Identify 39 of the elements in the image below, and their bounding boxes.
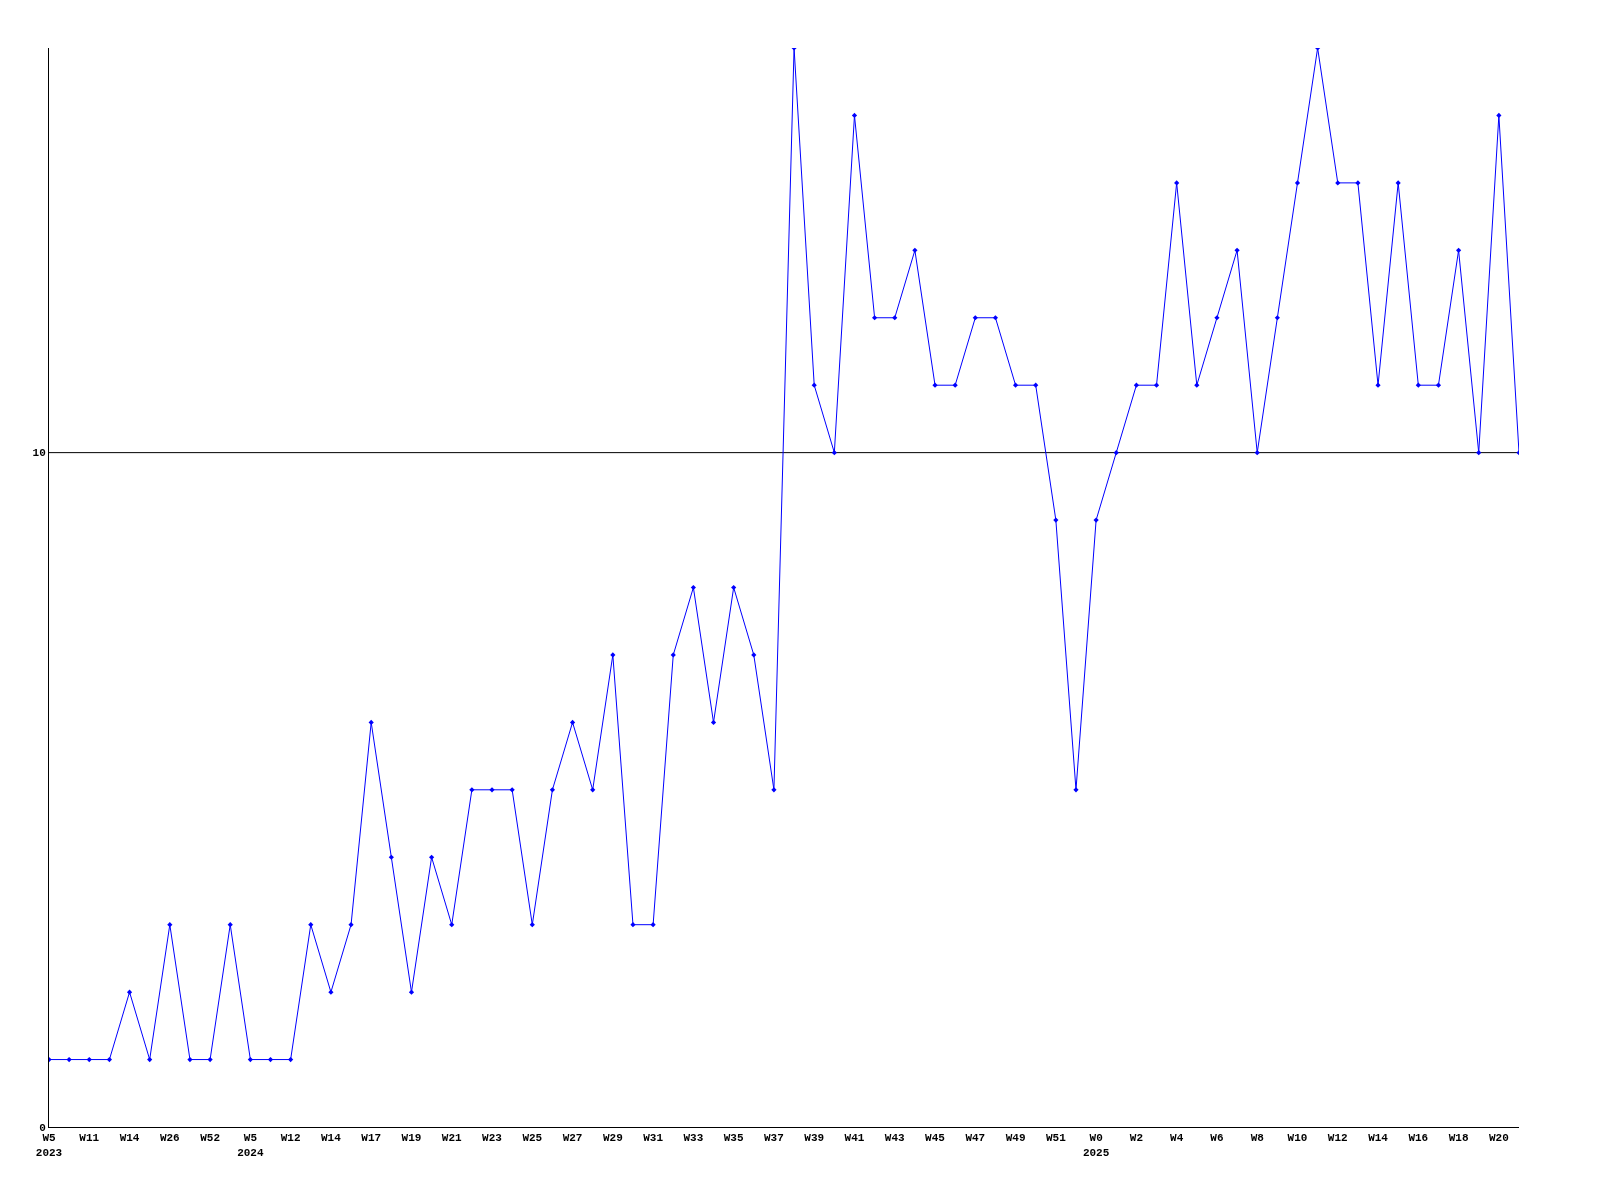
x-tick-label: W5 2024 xyxy=(237,1132,264,1159)
x-tick-label: W14 xyxy=(1368,1132,1389,1145)
x-tick-label: W14 xyxy=(119,1132,140,1145)
x-tick-label: W49 xyxy=(1005,1132,1026,1145)
x-tick-label: W23 xyxy=(482,1132,503,1145)
x-tick-label: W31 xyxy=(643,1132,664,1145)
x-tick-label: W14 xyxy=(321,1132,342,1145)
x-tick-label: W26 xyxy=(159,1132,180,1145)
x-tick-label: W12 xyxy=(280,1132,301,1145)
x-tick-label: W29 xyxy=(602,1132,623,1145)
x-tick-label: W20 xyxy=(1488,1132,1509,1145)
x-tick-label: W43 xyxy=(884,1132,906,1145)
x-tick-label: W35 xyxy=(723,1132,744,1145)
x-tick-label: W10 xyxy=(1287,1132,1308,1145)
x-tick-label: W12 xyxy=(1327,1132,1348,1145)
x-tick-label: W21 xyxy=(441,1132,463,1145)
x-tick-label: W39 xyxy=(804,1132,825,1145)
y-tick-label: 10 xyxy=(32,447,46,460)
x-tick-label: W33 xyxy=(683,1132,704,1145)
x-tick-label: W0 2025 xyxy=(1082,1132,1110,1159)
x-tick-label: W8 xyxy=(1250,1132,1265,1145)
x-tick-label: W37 xyxy=(764,1132,784,1145)
x-tick-label: W52 xyxy=(200,1132,221,1145)
x-tick-label: W4 xyxy=(1170,1132,1184,1145)
x-tick-label: W27 xyxy=(562,1132,583,1145)
x-tick-label: W19 xyxy=(401,1132,422,1145)
x-tick-label: W51 xyxy=(1045,1132,1067,1145)
x-tick-label: W5 2023 xyxy=(35,1132,63,1159)
x-tick-label: W6 xyxy=(1210,1132,1224,1145)
x-tick-label: W2 xyxy=(1129,1132,1143,1145)
x-tick-label: W25 xyxy=(522,1132,543,1145)
x-tick-label: W18 xyxy=(1448,1132,1469,1145)
x-tick-label: W47 xyxy=(965,1132,986,1145)
x-tick-label: W41 xyxy=(844,1132,865,1145)
y-tick-label: 0 xyxy=(39,1121,46,1134)
x-tick-label: W16 xyxy=(1408,1132,1429,1145)
x-tick-label: W17 xyxy=(361,1132,382,1145)
x-tick-label: W11 xyxy=(79,1132,100,1145)
x-tick-label: W45 xyxy=(925,1132,946,1145)
